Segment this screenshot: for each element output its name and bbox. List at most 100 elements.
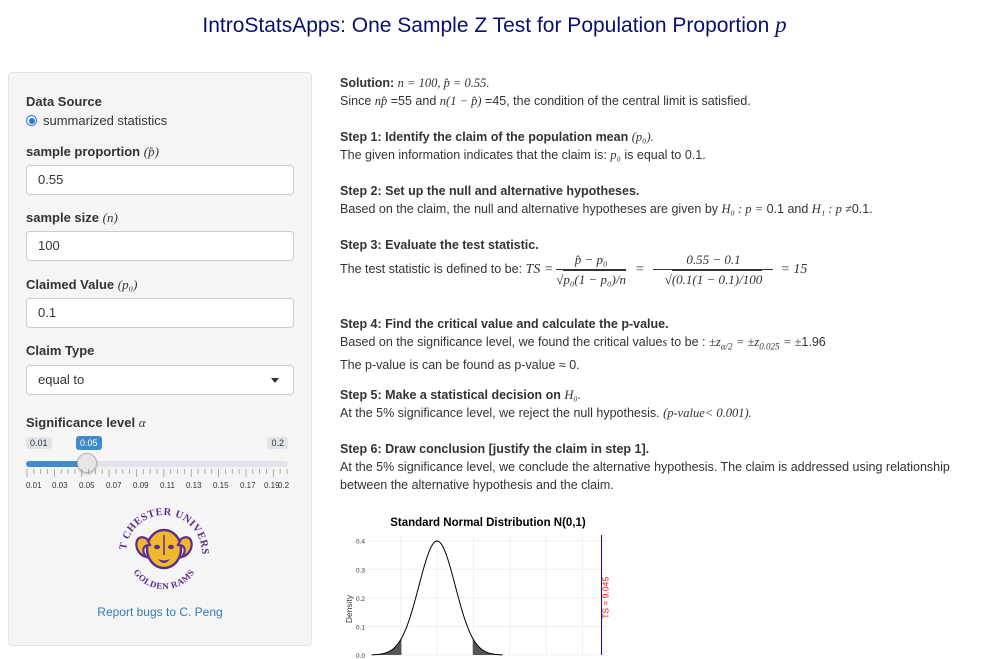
step3-ts-symbol: TS = — [525, 262, 554, 277]
chart-y-axis-label: Density — [344, 594, 354, 623]
step5-heading-symbol: H₀. — [564, 388, 581, 402]
page-title-symbol: p — [775, 12, 787, 37]
chart-y-tick-label: 0.3 — [356, 567, 365, 574]
slider-track[interactable] — [26, 461, 288, 467]
slider-value-label: 0.05 — [76, 436, 102, 450]
step4-pvalue-text: The p-value is can be found as p-value ≈… — [340, 357, 580, 372]
step2-h1: H₁ : p ≠ — [811, 202, 852, 216]
chart-y-tick-label: 0.0 — [356, 653, 365, 659]
step3-fraction-numeric: 0.55 − 0.1 √(0.1(1 − 0.1)/100 — [653, 252, 774, 287]
solution-text-since: Since — [340, 94, 372, 108]
step4-text-to-be: to be : — [670, 335, 706, 349]
data-source-label: Data Source — [26, 94, 102, 109]
step4-crit: ±z — [709, 335, 721, 349]
chevron-down-icon — [271, 378, 279, 383]
step3-heading-block: Step 3: Evaluate the test statistic. — [340, 236, 539, 254]
solution-block: Solution: n = 100, p̂ = 0.55. Since np̂ … — [340, 74, 751, 110]
step4-heading: Step 4: Find the critical value and calc… — [340, 317, 669, 331]
slider-tick-label: 0.2 — [278, 481, 290, 490]
sample-size-input[interactable]: 100 — [26, 231, 294, 261]
solution-np-expr: np̂ — [374, 94, 388, 108]
step4-text-s: s — [662, 335, 668, 349]
step3-fraction2-numerator: 0.55 − 0.1 — [653, 252, 774, 270]
step4-block: Step 4: Find the critical value and calc… — [340, 315, 826, 374]
step6-text-line2: between the alternative hypothesis and t… — [340, 478, 614, 492]
solution-np-value: =55 and — [390, 94, 437, 108]
claim-type-select[interactable]: equal to — [26, 365, 294, 395]
significance-label-text: Significance level — [26, 415, 136, 430]
claim-type-value: equal to — [38, 372, 85, 387]
claimed-value-symbol: (p₀) — [117, 277, 138, 292]
sample-size-label-text: sample size — [26, 210, 99, 225]
step5-heading: Step 5: Make a statistical decision on — [340, 388, 561, 402]
slider-fill — [26, 461, 88, 467]
claim-type-label: Claim Type — [26, 343, 95, 358]
claimed-value-label: Claimed Value (p₀) — [26, 277, 137, 293]
slider-tick-label: 0.15 — [213, 481, 229, 490]
sample-size-label: sample size (n) — [26, 210, 118, 226]
step2-h0-value: 0.1 and — [766, 202, 809, 216]
step5-block: Step 5: Make a statistical decision on H… — [340, 386, 752, 422]
significance-label: Significance level α — [26, 415, 146, 431]
chart-grid — [368, 535, 608, 656]
significance-symbol: α — [138, 415, 146, 430]
sqrt-icon: √ — [556, 272, 564, 287]
chart-rejection-tails — [371, 638, 503, 655]
solution-math: n = 100, p̂ = 0.55. — [397, 76, 490, 90]
solution-nq-expr: n(1 − p̂) — [439, 94, 482, 108]
step4-crit-sub: α/2 — [720, 341, 733, 352]
slider-tick-label: 0.13 — [186, 481, 202, 490]
step6-text-line1: At the 5% significance level, we conclud… — [340, 460, 950, 474]
step3-equals: = — [635, 262, 645, 277]
chart-y-tick-label: 0.1 — [356, 624, 365, 631]
page-title-text: IntroStatsApps: One Sample Z Test for Po… — [202, 14, 770, 37]
step3-heading: Step 3: Evaluate the test statistic. — [340, 238, 539, 252]
step2-block: Step 2: Set up the null and alternative … — [340, 182, 873, 218]
step2-heading: Step 2: Set up the null and alternative … — [340, 184, 640, 198]
slider-ticks — [26, 469, 288, 477]
chart-ts-label: TS = 9.045 — [601, 577, 610, 619]
step3-text: The test statistic is defined to be: — [340, 262, 523, 276]
slider-tick-label: 0.03 — [52, 481, 68, 490]
step4-crit2: = ±z — [735, 335, 760, 349]
sample-proportion-input[interactable]: 0.55 — [26, 165, 294, 195]
sqrt-icon: √ — [664, 272, 672, 287]
slider-tick-label: 0.17 — [240, 481, 256, 490]
slider-min-label: 0.01 — [26, 437, 52, 449]
slider-handle[interactable] — [77, 453, 97, 473]
step1-text: The given information indicates that the… — [340, 148, 607, 162]
step4-crit-value: 1.96 — [801, 335, 826, 349]
step1-heading-symbol: (p₀). — [631, 130, 654, 144]
step2-h1-value: 0.1. — [851, 202, 873, 216]
data-source-radio[interactable]: summarized statistics — [26, 113, 167, 128]
slider-tick-label: 0.19 — [264, 481, 280, 490]
normal-distribution-chart: Standard Normal Distribution N(0,1) Dens… — [344, 517, 610, 659]
step2-text: Based on the claim, the null and alterna… — [340, 202, 719, 216]
step4-crit2-sub: 0.025 — [759, 341, 780, 352]
report-bugs-link[interactable]: Report bugs to C. Peng — [97, 605, 223, 619]
svg-text:GOLDEN RAMS: GOLDEN RAMS — [132, 567, 197, 591]
step4-crit3: = ± — [783, 335, 802, 349]
chart-title: Standard Normal Distribution N(0,1) — [390, 517, 586, 529]
slider-max-label: 0.2 — [267, 437, 288, 449]
chart-y-tick-label: 0.4 — [356, 539, 365, 546]
radio-selected-icon[interactable] — [26, 115, 37, 126]
significance-slider[interactable]: 0.01 0.2 0.05 0.01 0.03 0.05 0.07 0.09 0.11 0.… — [26, 436, 294, 497]
solution-heading: Solution: — [340, 76, 395, 90]
step5-pvalue: (p-value< 0.001). — [663, 406, 752, 420]
sample-proportion-label-text: sample proportion — [26, 144, 141, 159]
step3-formula: The test statistic is defined to be: TS … — [340, 252, 807, 287]
sidebar-panel: Data Source summarized statistics sample… — [8, 72, 312, 646]
claimed-value-label-text: Claimed Value — [26, 277, 115, 292]
step1-block: Step 1: Identify the claim of the popula… — [340, 128, 706, 164]
chart-right-tail — [472, 638, 503, 655]
step6-heading: Step 6: Draw conclusion [justify the cla… — [340, 442, 650, 456]
step6-block: Step 6: Draw conclusion [justify the cla… — [340, 440, 950, 494]
chart-left-tail — [371, 638, 402, 655]
university-logo: WEST CHESTER UNIVERSITY GOLDEN RAMS — [114, 501, 210, 591]
slider-tick-label: 0.09 — [133, 481, 149, 490]
claimed-value-input[interactable]: 0.1 — [26, 298, 294, 328]
sample-proportion-symbol: (p̂) — [143, 144, 159, 159]
step3-fraction2-denominator: (0.1(1 − 0.1)/100 — [671, 270, 763, 287]
step3-fraction1-numerator: p̂ − p₀ — [556, 252, 626, 270]
